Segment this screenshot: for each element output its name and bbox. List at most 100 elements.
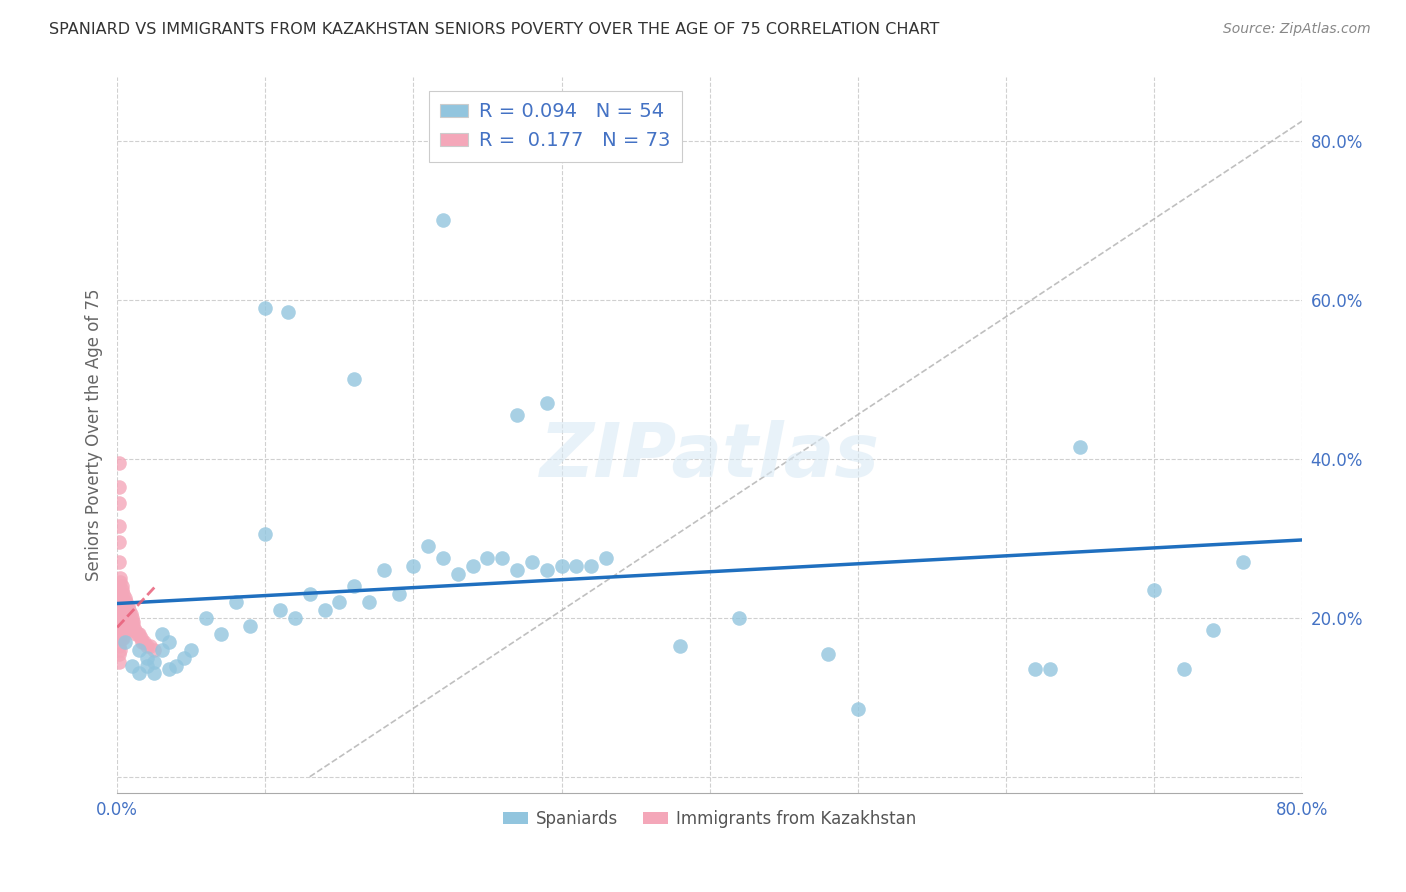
- Point: [846, 702, 869, 716]
- Point: [112, 595, 135, 609]
- Point: [135, 658, 157, 673]
- Point: [114, 603, 136, 617]
- Point: [117, 611, 139, 625]
- Point: [111, 631, 134, 645]
- Point: [1173, 663, 1195, 677]
- Point: [108, 599, 131, 613]
- Point: [418, 539, 440, 553]
- Point: [121, 623, 143, 637]
- Point: [112, 607, 135, 621]
- Point: [132, 634, 155, 648]
- Point: [111, 615, 134, 629]
- Point: [284, 611, 307, 625]
- Point: [135, 650, 157, 665]
- Point: [520, 555, 543, 569]
- Point: [112, 615, 135, 629]
- Point: [314, 603, 336, 617]
- Point: [447, 567, 470, 582]
- Point: [112, 587, 135, 601]
- Point: [579, 559, 602, 574]
- Point: [124, 623, 146, 637]
- Point: [276, 305, 298, 319]
- Point: [1143, 582, 1166, 597]
- Point: [111, 623, 134, 637]
- Point: [432, 213, 454, 227]
- Point: [125, 626, 148, 640]
- Point: [129, 631, 152, 645]
- Point: [107, 535, 129, 549]
- Text: Source: ZipAtlas.com: Source: ZipAtlas.com: [1223, 22, 1371, 37]
- Point: [107, 639, 129, 653]
- Point: [209, 626, 232, 640]
- Point: [108, 623, 131, 637]
- Y-axis label: Seniors Poverty Over the Age of 75: Seniors Poverty Over the Age of 75: [86, 289, 103, 582]
- Point: [143, 642, 166, 657]
- Point: [139, 639, 162, 653]
- Point: [117, 607, 139, 621]
- Point: [328, 595, 350, 609]
- Point: [107, 495, 129, 509]
- Point: [108, 575, 131, 590]
- Point: [254, 301, 277, 315]
- Point: [1024, 663, 1046, 677]
- Point: [121, 658, 143, 673]
- Point: [131, 634, 153, 648]
- Point: [669, 639, 692, 653]
- Point: [150, 626, 173, 640]
- Point: [180, 642, 202, 657]
- Point: [111, 579, 134, 593]
- Point: [461, 559, 484, 574]
- Point: [107, 555, 129, 569]
- Point: [121, 611, 143, 625]
- Point: [107, 655, 129, 669]
- Point: [108, 607, 131, 621]
- Point: [111, 603, 134, 617]
- Point: [387, 587, 409, 601]
- Point: [120, 615, 142, 629]
- Point: [115, 607, 138, 621]
- Point: [477, 551, 499, 566]
- Point: [115, 603, 138, 617]
- Point: [1202, 623, 1225, 637]
- Point: [118, 611, 141, 625]
- Point: [107, 619, 129, 633]
- Point: [117, 599, 139, 613]
- Point: [108, 595, 131, 609]
- Point: [107, 647, 129, 661]
- Point: [595, 551, 617, 566]
- Point: [114, 607, 136, 621]
- Point: [1039, 663, 1062, 677]
- Point: [108, 615, 131, 629]
- Point: [1232, 555, 1254, 569]
- Point: [373, 563, 395, 577]
- Point: [107, 626, 129, 640]
- Point: [157, 663, 180, 677]
- Point: [111, 582, 134, 597]
- Point: [817, 647, 839, 661]
- Point: [107, 519, 129, 533]
- Point: [728, 611, 751, 625]
- Point: [157, 634, 180, 648]
- Point: [111, 591, 134, 605]
- Point: [108, 642, 131, 657]
- Point: [506, 408, 529, 422]
- Point: [114, 599, 136, 613]
- Point: [107, 595, 129, 609]
- Point: [491, 551, 513, 566]
- Point: [108, 631, 131, 645]
- Point: [135, 639, 157, 653]
- Point: [115, 615, 138, 629]
- Point: [121, 615, 143, 629]
- Point: [225, 595, 247, 609]
- Point: [114, 634, 136, 648]
- Point: [1069, 440, 1091, 454]
- Point: [298, 587, 321, 601]
- Point: [550, 559, 572, 574]
- Point: [118, 607, 141, 621]
- Point: [112, 631, 135, 645]
- Point: [118, 603, 141, 617]
- Point: [122, 615, 145, 629]
- Point: [432, 551, 454, 566]
- Point: [127, 626, 149, 640]
- Point: [114, 591, 136, 605]
